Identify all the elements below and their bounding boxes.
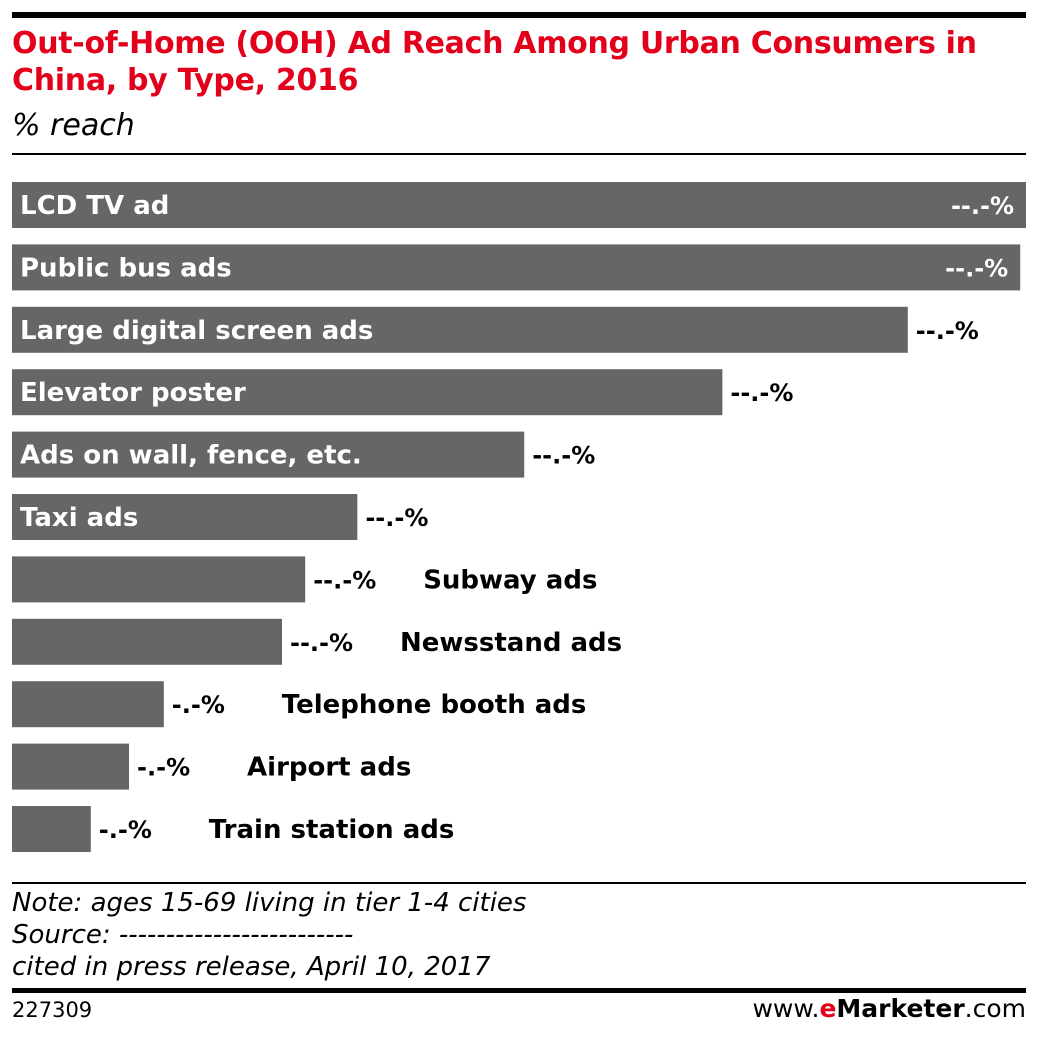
value-label-8: -.-% xyxy=(172,691,225,719)
value-label-9: -.-% xyxy=(137,754,190,782)
category-label-2: Large digital screen ads xyxy=(20,316,373,346)
note-text: Note: ages 15-69 living in tier 1-4 citi… xyxy=(12,888,527,918)
value-label-5: --.-% xyxy=(365,504,428,532)
notes-divider xyxy=(12,882,1026,884)
category-label-1: Public bus ads xyxy=(20,253,232,283)
category-label-8: Telephone booth ads xyxy=(282,690,587,720)
category-label-0: LCD TV ad xyxy=(20,191,169,221)
bar-2 xyxy=(12,306,908,353)
top-rule xyxy=(12,12,1026,18)
bar-6 xyxy=(12,556,306,603)
value-label-3: --.-% xyxy=(730,379,793,407)
category-label-4: Ads on wall, fence, etc. xyxy=(20,441,362,471)
bar-9 xyxy=(12,743,130,790)
bar-1 xyxy=(12,244,1021,291)
brand-prefix: www. xyxy=(752,994,820,1023)
brand-name: Marketer xyxy=(836,994,965,1023)
bar-5 xyxy=(12,494,358,540)
value-label-6: --.-% xyxy=(313,566,376,594)
footer-rule xyxy=(12,988,1026,993)
category-label-5: Taxi ads xyxy=(20,503,138,533)
bar-3 xyxy=(12,369,723,416)
value-label-7: --.-% xyxy=(290,629,353,657)
header-divider xyxy=(12,153,1026,155)
source-text: Source: ------------------------- xyxy=(12,920,354,950)
value-label-4: --.-% xyxy=(532,442,595,470)
value-label-2: --.-% xyxy=(916,317,979,345)
chart-subtitle: % reach xyxy=(12,108,135,143)
bar-4 xyxy=(12,431,525,478)
category-label-6: Subway ads xyxy=(423,565,597,595)
brand-e: e xyxy=(819,994,837,1023)
brand-logo[interactable]: www.eMarketer.com xyxy=(752,994,1026,1023)
brand-suffix: .com xyxy=(964,994,1026,1023)
cited-text: cited in press release, April 10, 2017 xyxy=(12,952,491,982)
bar-0 xyxy=(12,182,1026,228)
value-label-10: -.-% xyxy=(99,816,152,844)
bar-10 xyxy=(12,806,91,852)
category-label-10: Train station ads xyxy=(209,815,455,845)
category-label-3: Elevator poster xyxy=(20,378,246,408)
bar-chart: LCD TV ad --.-% Public bus ads --.-% Large d… xyxy=(12,182,1026,852)
value-label-1: --.-% xyxy=(945,254,1008,282)
chart-id: 227309 xyxy=(12,998,93,1022)
category-label-7: Newsstand ads xyxy=(400,628,622,658)
chart-title: Out-of-Home (OOH) Ad Reach Among Urban C… xyxy=(12,26,977,98)
category-label-9: Airport ads xyxy=(247,753,411,783)
value-label-0: --.-% xyxy=(951,192,1014,220)
bar-7 xyxy=(12,618,283,665)
bar-8 xyxy=(12,681,164,728)
